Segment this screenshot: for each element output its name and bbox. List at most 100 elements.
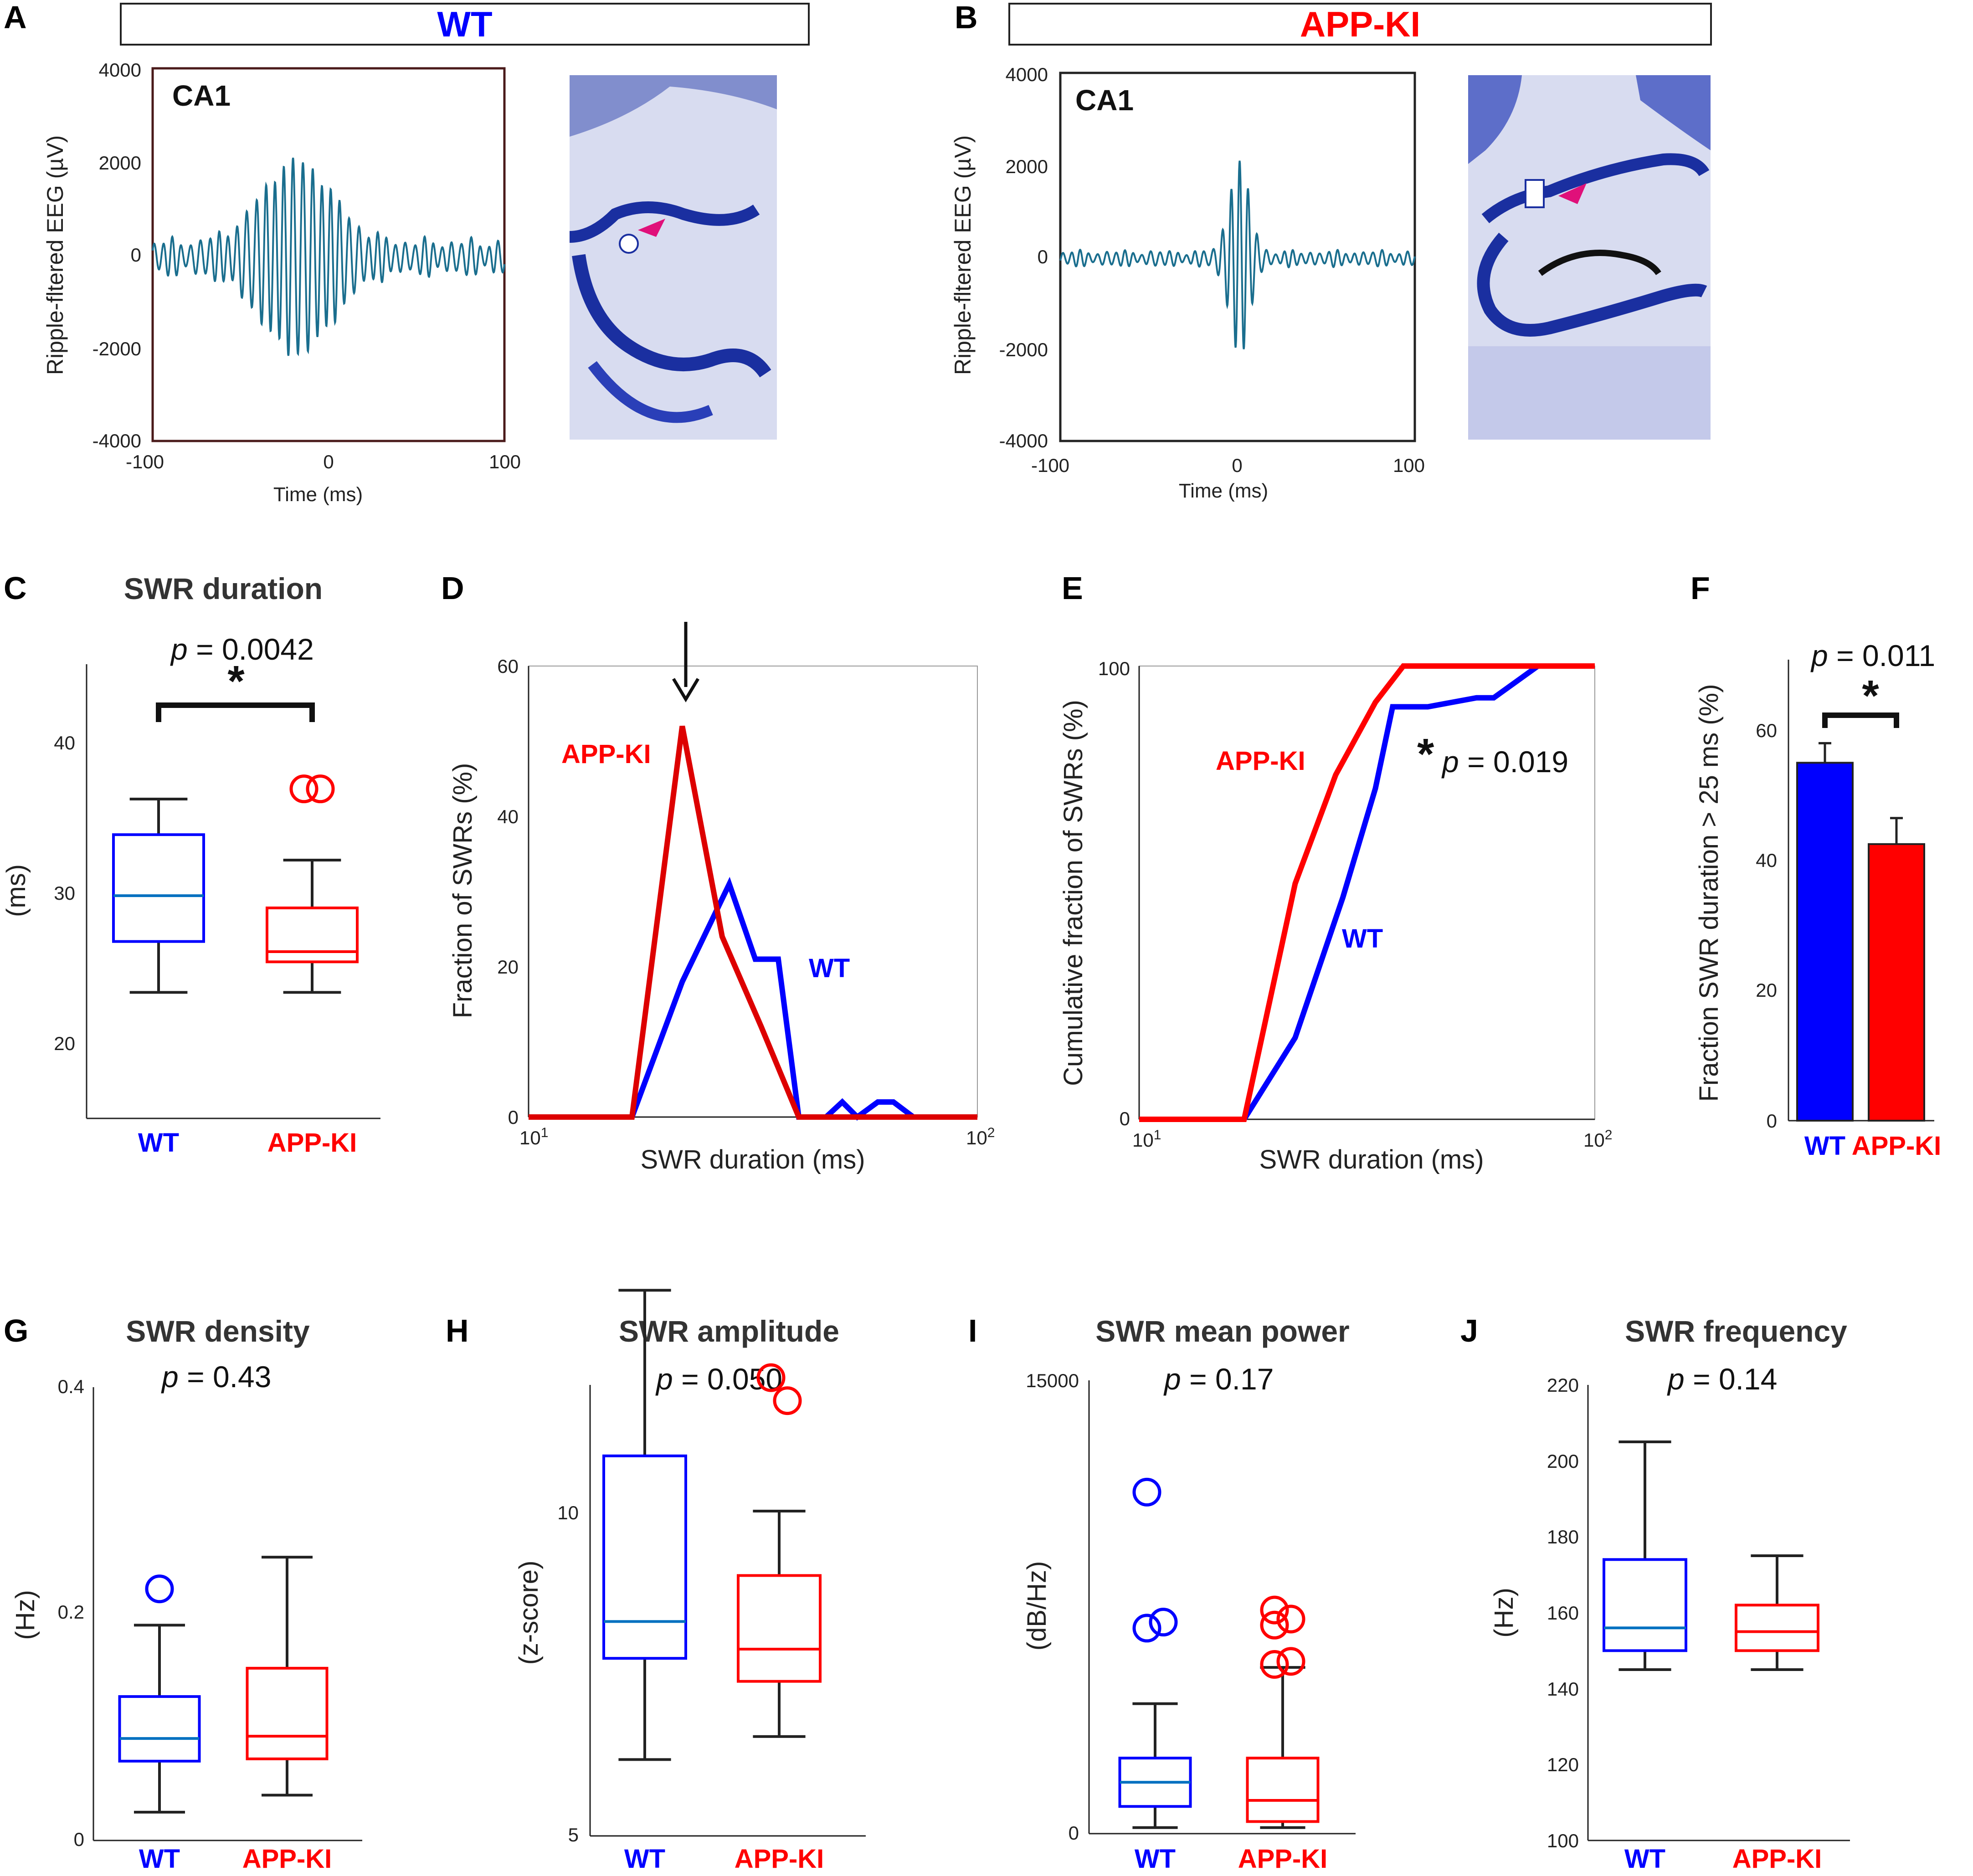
panel-D-ytick: 60 (497, 656, 519, 677)
panel-C-ylabel: (ms) (1, 864, 31, 917)
G-wt-outlier (145, 1574, 174, 1604)
panel-B-xticks: -100 0 100 (1031, 455, 1425, 476)
panel-B-xtick: 100 (1393, 455, 1425, 476)
panel-C: C SWR duration p = 0.0042 * 40 30 20 (ms… (1, 570, 380, 1158)
panel-G-ytick: 0.2 (58, 1601, 84, 1623)
panel-D-legend-appki: APP-KI (561, 739, 651, 769)
panel-J-yticks: 220 200 180 160 140 120 100 (1547, 1374, 1579, 1851)
panel-B-histology-image (1468, 75, 1711, 440)
panel-B: B APP-KI CA1 4000 2000 0 -2000 -4000 -10… (950, 0, 1712, 502)
C-appki-outlier (289, 774, 319, 804)
J-appki-box (1735, 1604, 1819, 1652)
panel-F-significance-star: * (1862, 671, 1879, 720)
panel-D-series-appki (529, 725, 977, 1120)
panel-B-ytick: -2000 (999, 339, 1048, 360)
panel-A-ytick: 0 (131, 244, 141, 266)
panel-H-letter: H (446, 1313, 469, 1348)
panel-D-ylabel: Fraction of SWRs (%) (448, 763, 478, 1019)
panel-H-ytick: 5 (568, 1824, 579, 1845)
panel-D-xtick-min: 101 (519, 1125, 548, 1148)
panel-E-xtick-max: 102 (1583, 1128, 1612, 1151)
panel-A-ytick: 4000 (99, 59, 141, 81)
panel-I-ytick: 0 (1069, 1822, 1079, 1844)
panel-E-plot-frame (1139, 666, 1595, 1120)
panel-H-xtick-appki: APP-KI (735, 1844, 824, 1874)
panel-B-xtick: -100 (1031, 455, 1069, 476)
panel-A-header: WT (437, 4, 492, 44)
panel-B-ripple-trace (1059, 160, 1416, 349)
panel-A-xticks: -100 0 100 (126, 451, 521, 472)
panel-C-yticks: 40 30 20 (54, 732, 75, 1054)
panel-J-ytick: 140 (1547, 1678, 1579, 1700)
panel-I-ylabel: (dB/Hz) (1022, 1561, 1052, 1651)
panel-B-ytick: 0 (1038, 246, 1048, 267)
panel-E-series-appki (1139, 663, 1595, 1122)
panel-A-xtick: 0 (323, 451, 334, 472)
panel-B-ytick: 4000 (1006, 64, 1048, 85)
panel-I-ytick: 15000 (1026, 1370, 1079, 1391)
I-appki-outlier (1260, 1650, 1289, 1679)
C-appki-box (266, 906, 359, 964)
panel-F-ytick: 20 (1756, 979, 1777, 1001)
panel-B-header: APP-KI (1300, 4, 1420, 44)
panel-G-boxplots (118, 1556, 329, 1814)
panel-D-legend-wt: WT (809, 953, 850, 983)
panel-J-xtick-wt: WT (1624, 1844, 1665, 1874)
panel-J-ytick: 200 (1547, 1451, 1579, 1472)
G-appki-box (246, 1666, 329, 1760)
panel-C-letter: C (4, 570, 27, 606)
panel-E-xlabel: SWR duration (ms) (1259, 1145, 1484, 1174)
panel-A-ripple-trace (152, 157, 505, 356)
panel-D-arrow (672, 622, 700, 702)
F-appki-bar (1868, 843, 1925, 1122)
panel-B-region: CA1 (1075, 84, 1134, 117)
panel-I: I SWR mean power p = 0.17 15000 0 (dB/Hz… (968, 1313, 1356, 1874)
panel-A-ytick: -4000 (92, 430, 141, 451)
panel-E-significance-star: * (1417, 730, 1434, 779)
panel-A-xtick: 100 (489, 451, 521, 472)
H-appki-box (737, 1574, 822, 1683)
panel-C-xtick-appki: APP-KI (267, 1128, 357, 1158)
panel-C-ytick: 30 (54, 882, 75, 904)
H-appki-outlier (756, 1363, 786, 1392)
panel-E-yticks: 100 0 (1098, 658, 1130, 1129)
I-appki-outlier (1276, 1647, 1305, 1676)
panel-D-ytick: 20 (497, 956, 519, 978)
panel-G-ytick: 0 (74, 1829, 84, 1850)
panel-C-ytick: 40 (54, 732, 75, 753)
I-appki-outlier (1276, 1604, 1305, 1634)
panel-J-ytick: 220 (1547, 1374, 1579, 1396)
panel-A-yticks: 4000 2000 0 -2000 -4000 (92, 59, 141, 451)
I-appki-box (1246, 1757, 1320, 1823)
J-wt-box (1603, 1558, 1687, 1652)
I-wt-outlier (1132, 1614, 1161, 1643)
F-wt-bar (1796, 762, 1854, 1122)
panel-F-ytick: 0 (1767, 1110, 1777, 1132)
panel-B-letter: B (955, 0, 978, 35)
panel-E-ylabel: Cumulative fraction of SWRs (%) (1058, 700, 1088, 1086)
panel-E-xtick-min: 101 (1132, 1128, 1161, 1151)
panel-I-p-value: p = 0.17 (1163, 1362, 1274, 1396)
panel-B-ytick: 2000 (1006, 156, 1048, 177)
I-wt-outlier (1132, 1477, 1161, 1507)
panel-J-xtick-appki: APP-KI (1732, 1844, 1822, 1874)
panel-C-ytick: 20 (54, 1033, 75, 1054)
panel-F-xtick-wt: WT (1804, 1131, 1845, 1161)
panel-A-histology-image (569, 75, 777, 440)
panel-D-letter: D (441, 570, 464, 606)
panel-J-ytick: 120 (1547, 1754, 1579, 1775)
panel-I-title: SWR mean power (1095, 1314, 1349, 1348)
panel-E-ytick: 100 (1098, 658, 1130, 679)
panel-F-ytick: 40 (1756, 850, 1777, 871)
panel-B-xlabel: Time (ms) (1179, 480, 1268, 502)
panel-F-ylabel: Fraction SWR duration > 25 ms (%) (1694, 684, 1724, 1102)
panel-D-series-wt (529, 876, 977, 1121)
panel-B-ylabel: Ripple-fltered EEG (µV) (950, 135, 976, 375)
panel-C-p-value: p = 0.0042 (170, 632, 314, 666)
I-appki-outlier (1260, 1595, 1289, 1625)
panel-A-ytick: 2000 (99, 152, 141, 174)
I-wt-outlier (1149, 1608, 1178, 1637)
panel-H-yticks: 10 5 (557, 1502, 579, 1845)
panel-G-yticks: 0.4 0.2 0 (58, 1376, 84, 1850)
panel-C-xtick-wt: WT (138, 1128, 179, 1158)
